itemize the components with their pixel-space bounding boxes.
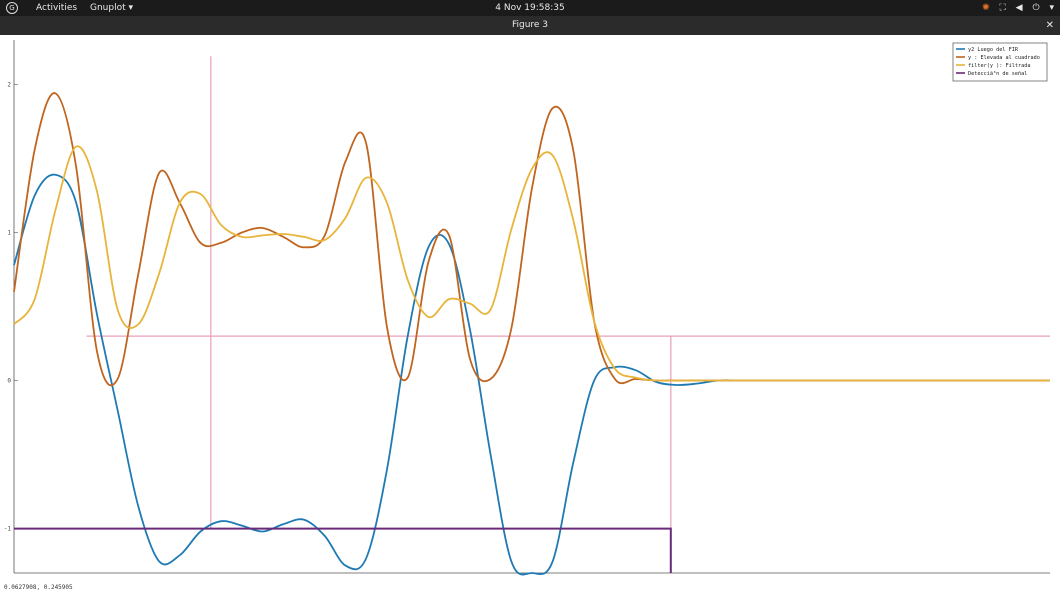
chart[interactable]: -1 0 1 2 y2 Luego del FIR y : Elevada al cua…: [0, 35, 1060, 580]
y-tick-label: 0: [7, 378, 11, 385]
clock[interactable]: 4 Nov 19:58:35: [495, 3, 565, 13]
network-icon[interactable]: ⛶: [999, 3, 1006, 13]
axes: -1 0 1 2: [4, 40, 1050, 574]
chevron-down-icon[interactable]: ▾: [1049, 3, 1054, 13]
system-tray[interactable]: ✺ ⛶ ◀ ⏻ ▾: [975, 0, 1054, 16]
cursor-coordinates: 0.0627908, 0.245905: [4, 584, 73, 591]
y-tick-label: -1: [4, 526, 12, 533]
activities-button[interactable]: Activities: [36, 3, 78, 13]
series-line-3: [13, 145, 1050, 382]
y-tick-label: 2: [7, 81, 11, 88]
update-icon[interactable]: ✺: [982, 3, 990, 13]
legend-box: [952, 42, 1048, 82]
window-title: Figure 3: [511, 20, 549, 30]
close-button[interactable]: ✕: [1045, 20, 1054, 31]
series-line-4: [14, 527, 672, 573]
power-icon[interactable]: ⏻: [1032, 3, 1040, 13]
top-bar: G Activities Gnuplot ▾ 4 Nov 19:58:35 ✺ …: [0, 0, 1060, 16]
y-tick-label: 1: [7, 229, 11, 236]
status-bar: 0.0627908, 0.245905: [0, 580, 1060, 596]
legend: y2 Luego del FIR y : Elevada al cuadrado f…: [952, 42, 1048, 82]
legend-entry: filter(y ): Filtrada: [968, 63, 1030, 69]
legend-entry: y2 Luego del FIR: [968, 47, 1019, 53]
app-menu-button[interactable]: Gnuplot ▾: [90, 3, 134, 13]
volume-icon[interactable]: ◀: [1015, 3, 1023, 13]
legend-entry: Detecciã³n de señal: [968, 71, 1027, 77]
annotations: [86, 56, 1050, 573]
legend-entry: y : Elevada al cuadrado: [968, 55, 1040, 61]
plot-canvas[interactable]: -1 0 1 2 y2 Luego del FIR y : Elevada al cua…: [0, 35, 1060, 580]
window-titlebar: Figure 3 ✕: [0, 16, 1060, 35]
series-group: [13, 92, 1050, 576]
gnome-logo-icon[interactable]: G: [6, 0, 18, 16]
